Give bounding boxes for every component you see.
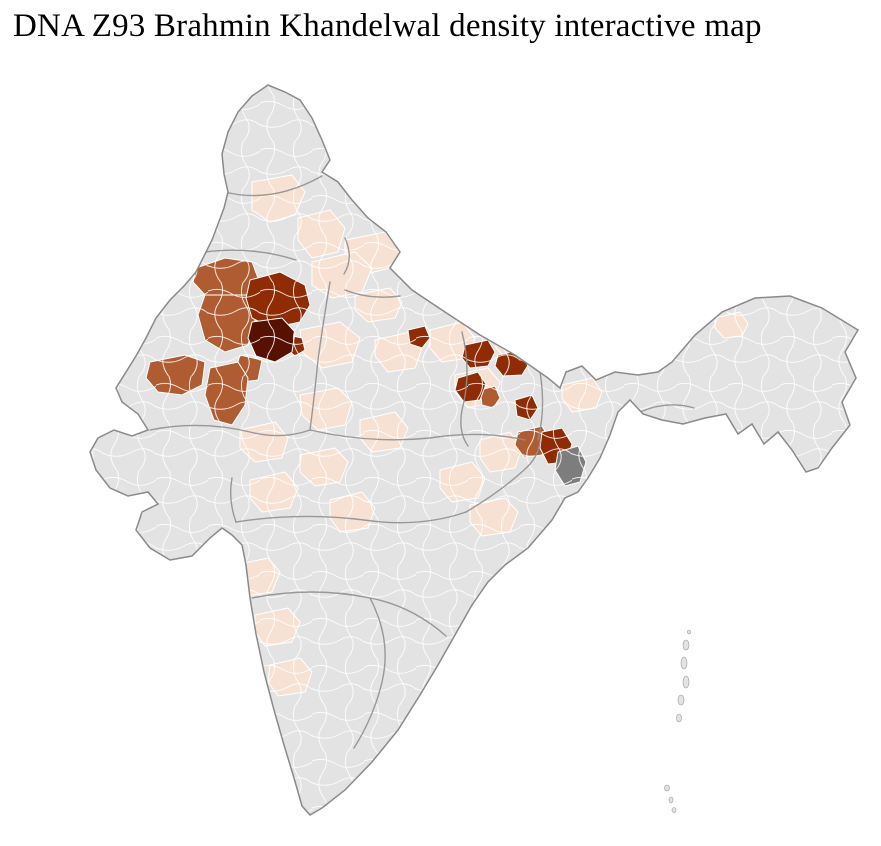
andaman-islands (664, 629, 691, 813)
region-medium-up-dot-1[interactable] (539, 311, 561, 331)
state-borders (149, 175, 695, 749)
district-boundaries-mesh (90, 85, 858, 815)
page-title: DNA Z93 Brahmin Khandelwal density inter… (13, 8, 762, 44)
